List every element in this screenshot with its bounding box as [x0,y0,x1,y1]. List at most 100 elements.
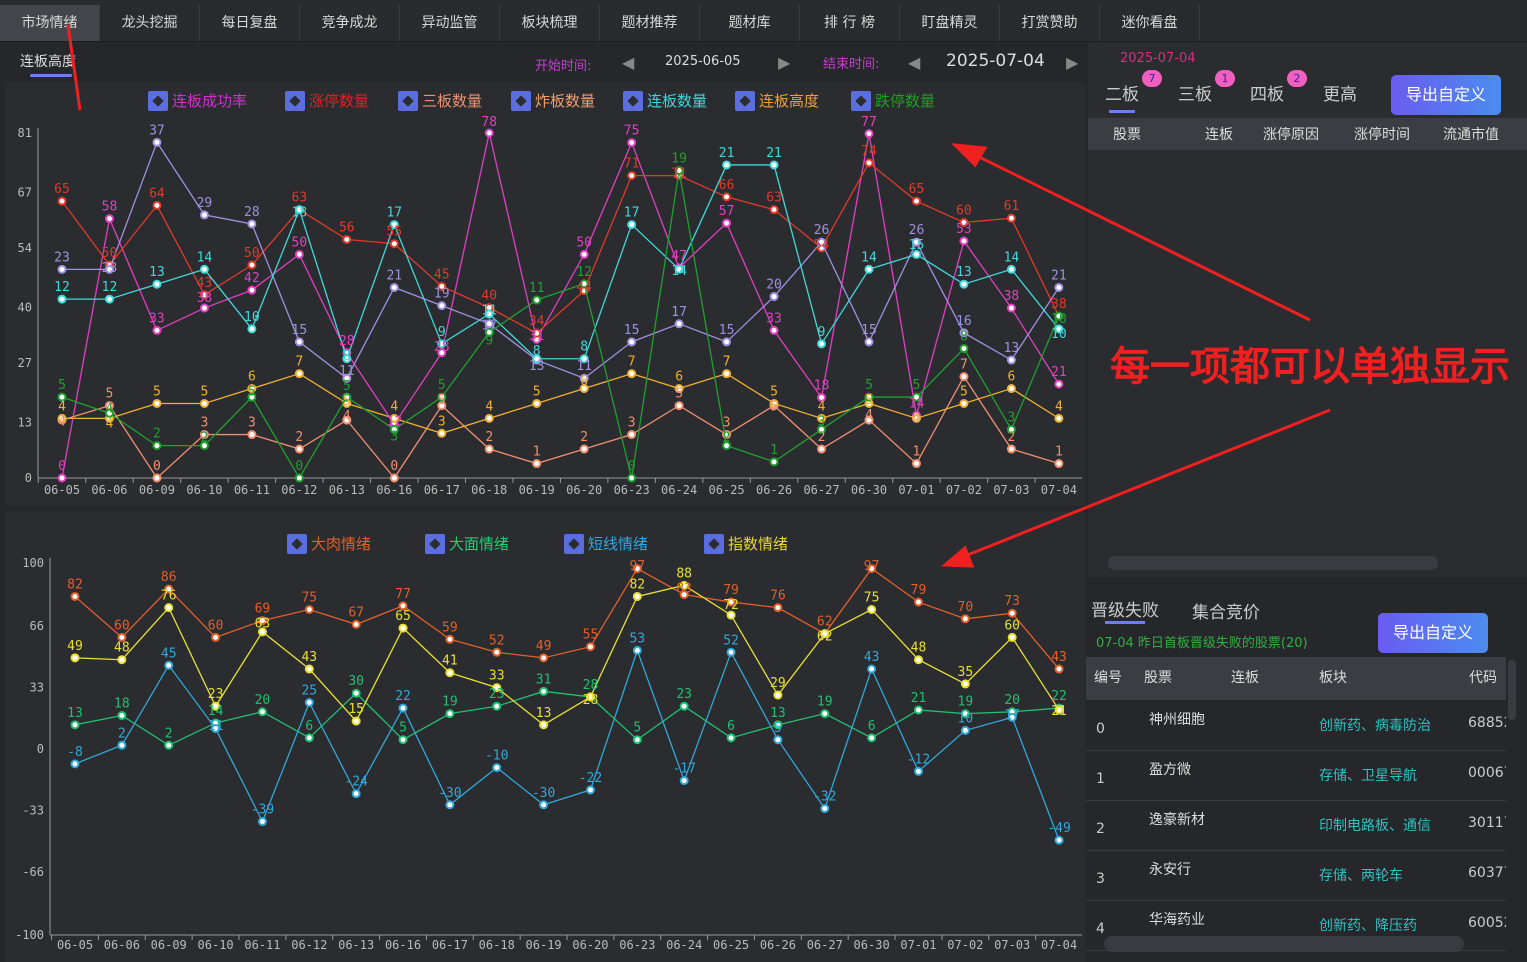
data-point[interactable] [70,720,80,730]
data-point[interactable] [1007,608,1017,618]
data-point[interactable] [579,373,589,383]
data-point[interactable] [437,281,447,291]
data-point[interactable] [726,610,736,620]
vertical-scrollbar[interactable] [1508,660,1516,720]
data-point[interactable] [627,430,637,440]
data-point[interactable] [342,234,352,244]
data-point[interactable] [199,430,209,440]
data-point[interactable] [247,219,257,229]
data-point[interactable] [867,664,877,674]
data-point[interactable] [864,264,874,274]
data-point[interactable] [1054,379,1064,389]
table-row[interactable]: 2 逸豪新材 印制电路板、通信 30117 [1086,801,1506,851]
data-point[interactable] [70,591,80,601]
data-point[interactable] [199,210,209,220]
data-point[interactable] [247,384,257,394]
data-point[interactable] [104,214,114,224]
data-point[interactable] [1007,712,1017,722]
data-point[interactable] [257,817,267,827]
legend-toggle[interactable]: 连板高度 [735,90,819,111]
data-point[interactable] [294,444,304,454]
data-point[interactable] [585,785,595,795]
data-point[interactable] [437,428,447,438]
data-point[interactable] [389,220,399,230]
data-point[interactable] [579,249,589,259]
data-point[interactable] [257,707,267,717]
data-point[interactable] [398,735,408,745]
nav-tab[interactable]: 异动监管 [400,5,500,41]
data-point[interactable] [57,392,67,402]
data-point[interactable] [532,354,542,364]
data-point[interactable] [532,398,542,408]
data-point[interactable] [959,236,969,246]
data-point[interactable] [152,441,162,451]
data-point[interactable] [294,337,304,347]
data-point[interactable] [674,264,684,274]
data-point[interactable] [769,325,779,335]
data-point[interactable] [152,325,162,335]
data-point[interactable] [1007,632,1017,642]
data-point[interactable] [627,337,637,347]
data-point[interactable] [773,690,783,700]
data-point[interactable] [351,789,361,799]
data-point[interactable] [437,392,447,402]
data-point[interactable] [632,564,642,574]
data-point[interactable] [817,444,827,454]
data-point[interactable] [304,664,314,674]
data-point[interactable] [579,279,589,289]
column-header[interactable]: 代码 [1469,670,1497,686]
data-point[interactable] [674,384,684,394]
data-point[interactable] [769,398,779,408]
nav-tab[interactable]: 竞争成龙 [300,5,400,41]
export-custom-button-2[interactable]: 导出自定义 [1378,613,1488,653]
data-point[interactable] [959,398,969,408]
end-prev-arrow-icon[interactable]: ◀ [908,53,921,72]
data-point[interactable] [817,393,827,402]
data-point[interactable] [70,653,80,663]
nav-tab[interactable]: 排 行 榜 [800,5,900,41]
nav-tab[interactable]: 龙头挖掘 [100,5,200,41]
data-point[interactable] [769,457,779,467]
column-header[interactable]: 股票 [1113,127,1141,143]
data-point[interactable] [257,627,267,637]
data-point[interactable] [773,603,783,613]
data-point[interactable] [674,319,684,329]
column-header[interactable]: 涨停原因 [1263,127,1319,143]
data-point[interactable] [104,408,114,418]
data-point[interactable] [632,735,642,745]
data-point[interactable] [913,597,923,607]
tab-board-level[interactable]: 二板 [1105,85,1139,105]
data-point[interactable] [57,264,67,274]
data-point[interactable] [579,384,589,394]
legend-toggle[interactable]: 大肉情绪 [287,533,371,554]
data-point[interactable] [627,369,637,379]
data-point[interactable] [959,372,969,382]
data-point[interactable] [1006,303,1016,313]
data-point[interactable] [1054,324,1064,334]
data-point[interactable] [867,605,877,614]
data-point[interactable] [679,590,689,600]
data-point[interactable] [959,328,969,338]
data-point[interactable] [164,584,174,594]
nav-tab[interactable]: 板块梳理 [500,5,600,41]
data-point[interactable] [913,655,923,665]
data-point[interactable] [294,369,304,379]
data-point[interactable] [294,473,304,483]
data-point[interactable] [959,279,969,289]
data-point[interactable] [117,740,127,750]
data-point[interactable] [152,279,162,289]
data-point[interactable] [351,619,361,629]
legend-toggle[interactable]: 跌停数量 [851,90,935,111]
data-point[interactable] [722,218,732,228]
data-point[interactable] [164,660,174,670]
data-point[interactable] [817,424,827,434]
data-point[interactable] [585,642,595,652]
legend-toggle[interactable]: 炸板数量 [511,90,595,111]
data-point[interactable] [820,709,830,719]
data-point[interactable] [57,473,67,483]
data-point[interactable] [1006,355,1016,365]
table-row[interactable]: 3 永安行 存储、两轮车 60377 [1086,851,1506,901]
nav-tab[interactable]: 题材推荐 [600,5,700,41]
data-point[interactable] [864,415,874,425]
data-point[interactable] [722,441,732,451]
